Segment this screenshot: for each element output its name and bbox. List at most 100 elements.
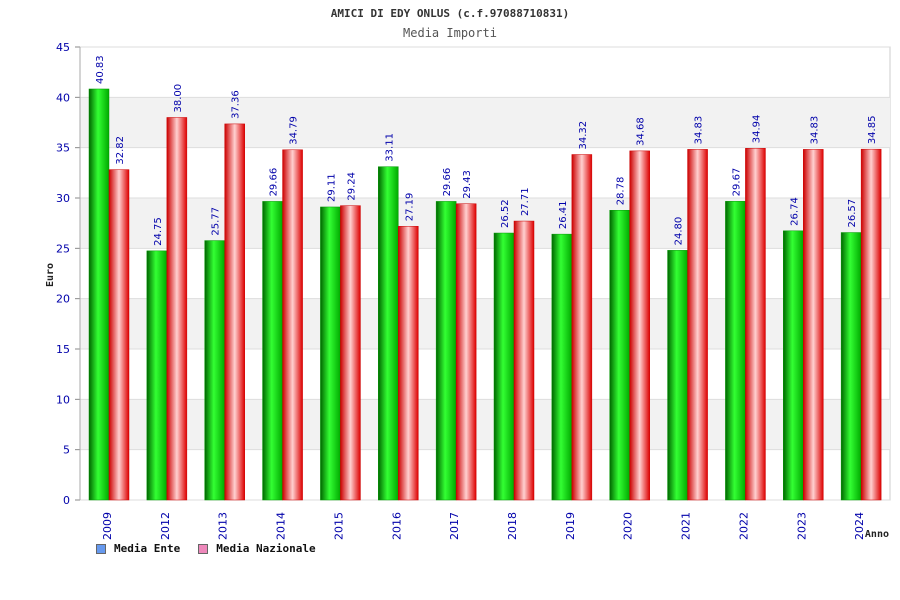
legend-label-ente: Media Ente xyxy=(114,542,181,555)
bar-ente xyxy=(725,201,746,501)
data-label: 29.24 xyxy=(346,172,357,201)
grid-band xyxy=(80,198,890,249)
data-label: 40.83 xyxy=(95,55,106,84)
y-tick-label: 45 xyxy=(56,41,70,54)
x-tick-label: 2012 xyxy=(159,512,172,540)
data-label: 29.43 xyxy=(462,170,473,199)
bar-ente xyxy=(378,166,399,501)
y-tick-label: 15 xyxy=(56,343,70,356)
data-label: 34.83 xyxy=(694,116,705,145)
x-tick-label: 2009 xyxy=(101,512,114,540)
bar-nazionale xyxy=(340,205,361,501)
x-tick-label: 2017 xyxy=(448,512,461,540)
grid-bands xyxy=(79,46,891,501)
bar-ente xyxy=(551,233,573,501)
data-label: 34.79 xyxy=(289,116,300,145)
bar-nazionale xyxy=(398,226,419,501)
legend-swatch-nazionale xyxy=(198,543,209,554)
bar-nazionale xyxy=(513,220,535,501)
data-labels-group: 40.83 32.82 24.75 38.00 25.77 37.36 29.66 34.79… xyxy=(95,55,878,246)
bar-nazionale xyxy=(282,149,303,501)
bar-ente xyxy=(609,210,630,501)
data-label: 33.11 xyxy=(384,133,395,162)
bars-group xyxy=(88,88,882,501)
data-label: 32.82 xyxy=(115,136,126,165)
data-label: 24.75 xyxy=(153,217,164,246)
x-tick-label: 2013 xyxy=(217,512,230,540)
legend: Media Ente Media Nazionale xyxy=(96,542,316,555)
bar-ente xyxy=(320,206,341,501)
bar-ente xyxy=(435,201,457,501)
chart-title: AMICI DI EDY ONLUS (c.f.97088710831) xyxy=(331,7,569,20)
data-label: 29.67 xyxy=(731,168,742,197)
data-label: 37.36 xyxy=(231,90,242,119)
data-label: 26.57 xyxy=(847,199,858,228)
x-tick-label: 2020 xyxy=(622,512,635,540)
data-label: 34.68 xyxy=(636,117,647,146)
y-tick-label: 0 xyxy=(63,494,70,507)
bar-nazionale xyxy=(687,149,708,501)
data-label: 27.71 xyxy=(520,187,531,216)
y-tick-label: 25 xyxy=(56,242,70,255)
data-label: 34.94 xyxy=(751,115,762,144)
grid-band xyxy=(80,97,890,148)
x-tick-label: 2021 xyxy=(680,512,693,540)
data-label: 34.32 xyxy=(578,121,589,150)
y-tick-label: 35 xyxy=(56,142,70,155)
legend-label-nazionale: Media Nazionale xyxy=(216,542,316,555)
bar-ente xyxy=(146,250,168,501)
data-label: 29.11 xyxy=(326,173,337,202)
data-label: 29.66 xyxy=(269,168,280,197)
x-axis-ticks: 2009 2012 2013 2014 2015 2016 2017 2018 2019 2020… xyxy=(101,512,866,540)
bar-ente xyxy=(262,201,283,501)
bar-ente xyxy=(783,230,804,501)
data-label: 34.83 xyxy=(809,116,820,145)
data-label: 26.74 xyxy=(789,197,800,226)
x-tick-label: 2019 xyxy=(564,512,577,540)
bar-nazionale xyxy=(745,148,766,501)
grid-band xyxy=(80,399,890,450)
data-label: 28.78 xyxy=(616,177,627,206)
data-label: 26.52 xyxy=(500,199,511,228)
data-label: 24.80 xyxy=(674,217,685,246)
data-label: 25.77 xyxy=(211,207,222,236)
bar-ente xyxy=(204,240,225,501)
y-tick-label: 5 xyxy=(63,444,70,457)
bar-ente xyxy=(840,232,862,501)
chart-subtitle: Media Importi xyxy=(403,26,497,40)
bar-nazionale xyxy=(860,148,882,501)
x-tick-label: 2024 xyxy=(853,512,866,540)
x-axis-label: Anno xyxy=(865,529,889,540)
y-axis-label: Euro xyxy=(45,263,56,287)
data-label: 26.41 xyxy=(558,200,569,229)
x-tick-label: 2023 xyxy=(795,512,808,540)
y-axis-ticks: 0 5 10 15 20 25 30 35 40 45 xyxy=(56,41,81,507)
bar-ente xyxy=(88,88,110,501)
bar-nazionale xyxy=(455,203,477,501)
x-tick-label: 2016 xyxy=(390,512,403,540)
grid-band xyxy=(80,298,890,349)
y-tick-label: 30 xyxy=(56,192,70,205)
bar-ente xyxy=(493,232,515,501)
bar-nazionale xyxy=(108,169,130,501)
x-tick-label: 2022 xyxy=(737,512,750,540)
data-label: 27.19 xyxy=(404,193,415,222)
bar-nazionale xyxy=(629,150,650,501)
bar-nazionale xyxy=(571,154,593,501)
x-tick-label: 2018 xyxy=(506,512,519,540)
bar-ente xyxy=(667,250,688,501)
data-label: 34.85 xyxy=(867,116,878,145)
bar-nazionale xyxy=(224,123,245,501)
data-label: 38.00 xyxy=(173,84,184,113)
bar-nazionale xyxy=(166,117,188,501)
bar-nazionale xyxy=(803,149,824,501)
x-tick-label: 2014 xyxy=(275,512,288,540)
y-tick-label: 20 xyxy=(56,293,70,306)
y-tick-label: 40 xyxy=(56,91,70,104)
legend-item-ente: Media Ente xyxy=(96,542,180,555)
x-tick-label: 2015 xyxy=(332,512,345,540)
legend-swatch-ente xyxy=(96,543,106,554)
y-tick-label: 10 xyxy=(56,393,70,406)
